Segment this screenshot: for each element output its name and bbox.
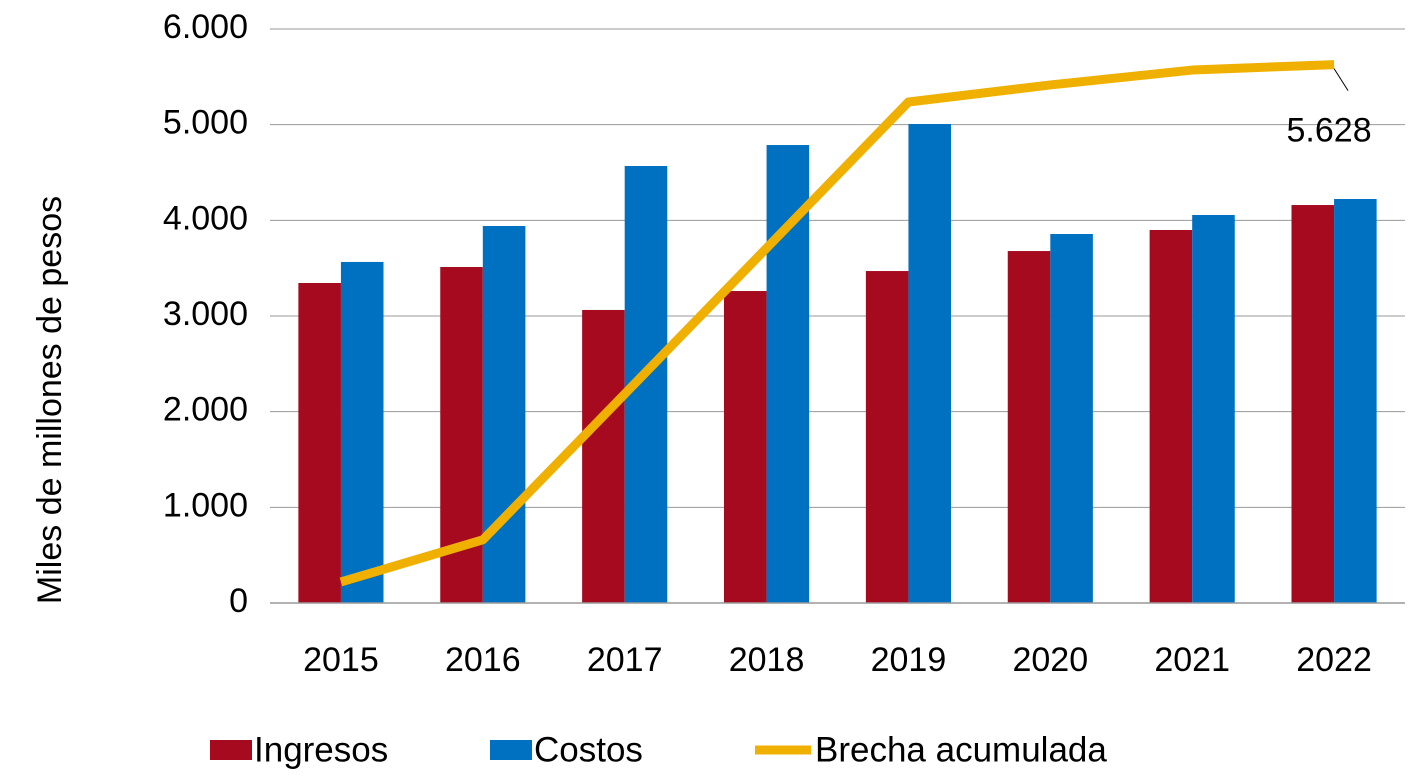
bar <box>482 225 526 603</box>
bar <box>1149 229 1193 603</box>
x-tick-label: 2021 <box>1154 641 1230 679</box>
bar <box>908 123 951 603</box>
x-tick-label: 2015 <box>303 641 379 679</box>
bar <box>1334 198 1377 603</box>
x-tick-label: 2020 <box>1012 641 1088 679</box>
x-tick-label: 2019 <box>871 641 947 679</box>
bar <box>1007 251 1051 603</box>
bar <box>724 291 767 603</box>
data-label: 5.628 <box>1287 112 1372 150</box>
bar <box>865 271 909 603</box>
x-tick-label: 2017 <box>587 641 663 679</box>
line <box>339 60 1335 587</box>
bar <box>582 309 625 603</box>
bar <box>298 282 341 603</box>
bar <box>1291 205 1335 603</box>
y-tick-label: 5.000 <box>163 104 248 142</box>
y-tick-label: 2.000 <box>163 391 248 429</box>
y-axis-label: Miles de millones de pesos <box>31 196 69 604</box>
legend-swatch <box>490 740 532 760</box>
legend-swatch <box>210 740 252 760</box>
leader-line <box>1333 68 1349 91</box>
bar <box>1192 214 1235 603</box>
legend-label: Ingresos <box>254 730 388 769</box>
y-tick-label: 4.000 <box>163 199 248 237</box>
x-tick-label: 2022 <box>1296 641 1372 679</box>
x-tick-label: 2018 <box>729 641 805 679</box>
y-tick-label: 3.000 <box>163 295 248 333</box>
bar <box>1050 234 1093 603</box>
y-tick-label: 6.000 <box>163 8 248 46</box>
y-tick-label: 0 <box>229 582 248 620</box>
legend-label: Costos <box>534 730 643 769</box>
x-tick-label: 2016 <box>445 641 521 679</box>
bar <box>340 261 384 603</box>
legend-label: Brecha acumulada <box>815 730 1107 769</box>
y-tick-label: 1.000 <box>163 486 248 524</box>
